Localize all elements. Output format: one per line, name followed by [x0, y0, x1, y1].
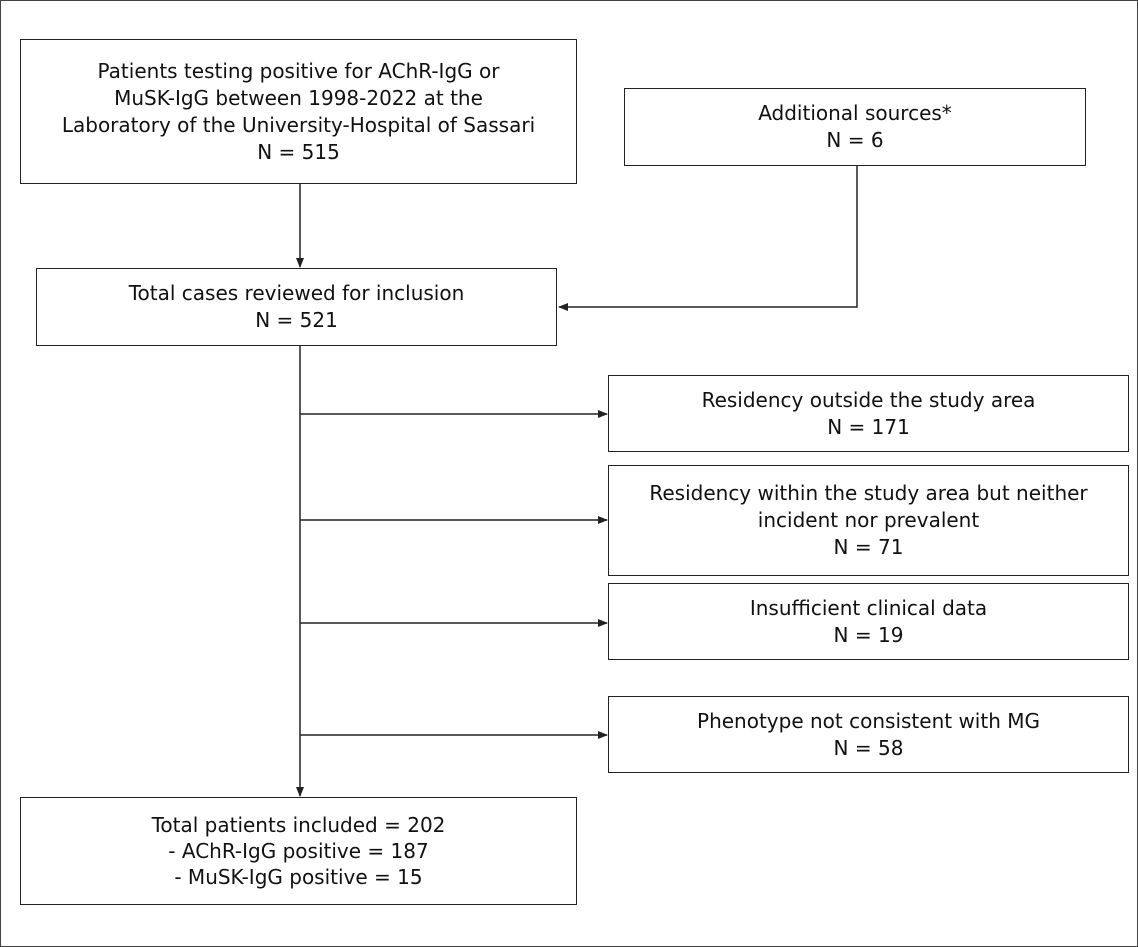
- exclusion-label: Residency outside the study area: [701, 387, 1036, 412]
- exclusion-box-phenotype: Phenotype not consistent with MG N = 58: [608, 696, 1129, 773]
- source-count: N = 515: [257, 139, 340, 164]
- additional-label: Additional sources*: [758, 101, 952, 125]
- arrow-additional-to-total: [558, 166, 858, 311]
- exclusion-count: N = 71: [833, 535, 904, 559]
- additional-count: N = 6: [826, 128, 884, 152]
- total-count: N = 521: [255, 308, 338, 332]
- exclusion-count: N = 19: [833, 622, 904, 647]
- total-reviewed-box: Total cases reviewed for inclusion N = 5…: [36, 268, 557, 346]
- final-achr: - AChR-IgG positive = 187: [168, 839, 429, 863]
- exclusion-label: Phenotype not consistent with MG: [697, 708, 1040, 733]
- exclusion-box-outside-area: Residency outside the study area N = 171: [608, 375, 1129, 452]
- source-line-1: Patients testing positive for AChR-IgG o…: [97, 58, 500, 83]
- total-label: Total cases reviewed for inclusion: [128, 281, 465, 305]
- final-total: Total patients included = 202: [151, 813, 446, 837]
- final-musk: - MuSK-IgG positive = 15: [174, 865, 423, 889]
- exclusion-label-cont: incident nor prevalent: [757, 508, 980, 532]
- exclusion-count: N = 58: [833, 735, 904, 760]
- final-included-box: Total patients included = 202 - AChR-IgG…: [20, 797, 577, 905]
- source-line-3: Laboratory of the University-Hospital of…: [61, 112, 536, 137]
- additional-sources-box: Additional sources* N = 6: [624, 88, 1086, 166]
- exclusion-label: Residency within the study area but neit…: [649, 481, 1088, 505]
- exclusion-label: Insufficient clinical data: [749, 595, 988, 620]
- exclusion-box-not-incident-prevalent: Residency within the study area but neit…: [608, 465, 1129, 576]
- exclusion-box-insufficient-data: Insufficient clinical data N = 19: [608, 583, 1129, 660]
- source-patients-box: Patients testing positive for AChR-IgG o…: [20, 39, 577, 184]
- exclusion-count: N = 171: [827, 414, 910, 439]
- source-line-2: MuSK-IgG between 1998-2022 at the: [114, 85, 483, 110]
